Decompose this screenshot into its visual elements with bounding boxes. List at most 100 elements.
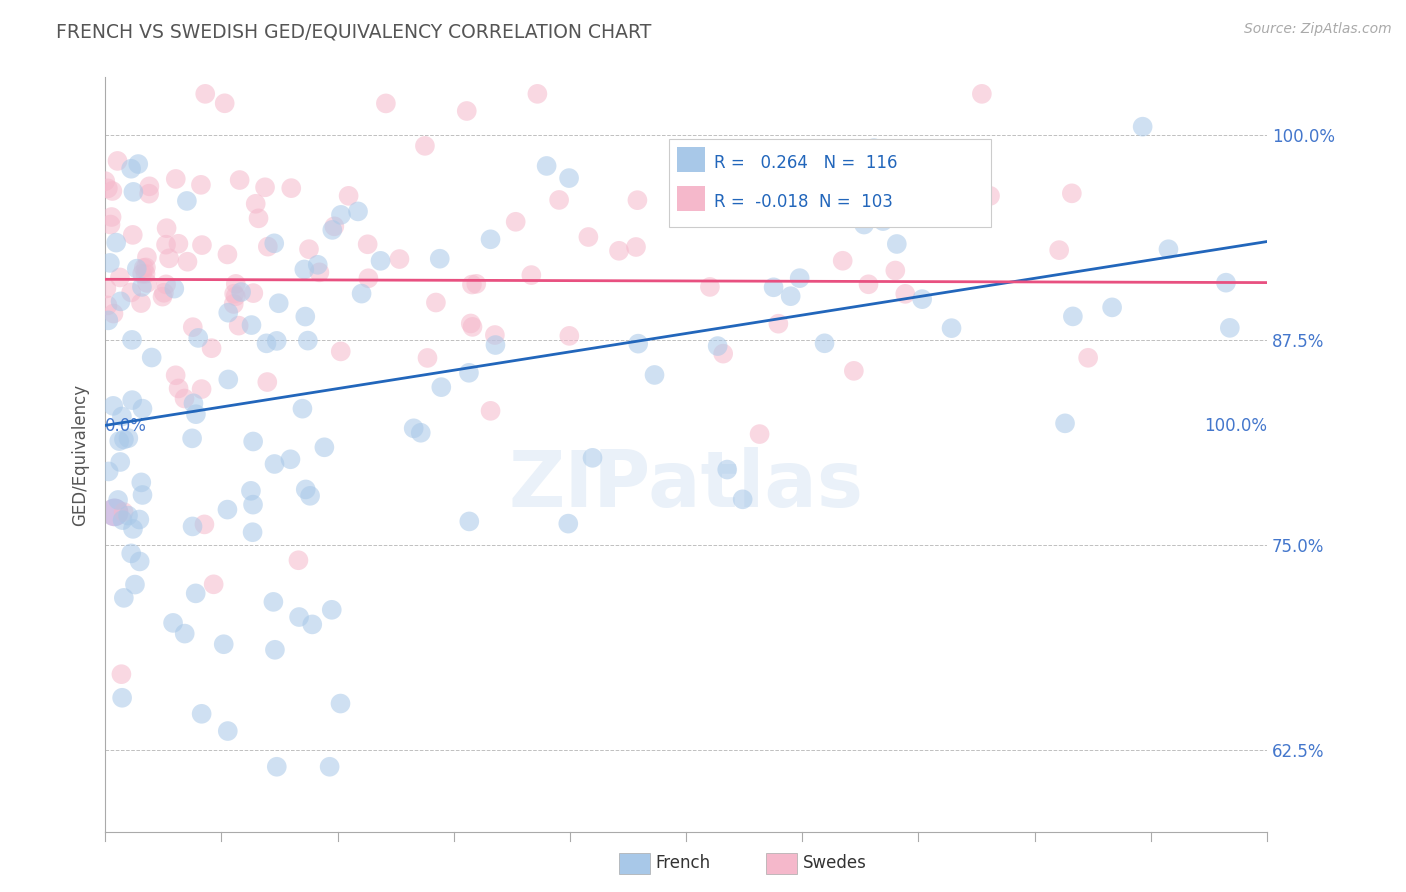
Point <box>121 393 143 408</box>
Text: Swedes: Swedes <box>803 855 866 872</box>
Point <box>217 502 239 516</box>
Point <box>214 96 236 111</box>
Point <box>117 431 139 445</box>
Point <box>135 260 157 275</box>
Point <box>762 280 785 294</box>
Point <box>350 286 373 301</box>
Point <box>789 271 811 285</box>
Point <box>1062 310 1084 324</box>
Point <box>111 409 134 424</box>
Point <box>374 96 396 111</box>
Point <box>103 307 125 321</box>
Text: R =   0.264   N =  116: R = 0.264 N = 116 <box>714 153 897 171</box>
Point <box>557 516 579 531</box>
Point <box>813 336 835 351</box>
Point <box>176 194 198 208</box>
Point <box>110 455 132 469</box>
Point <box>858 277 880 292</box>
Point <box>430 380 453 394</box>
Point <box>479 404 502 418</box>
Point <box>297 334 319 348</box>
Point <box>212 637 235 651</box>
Point <box>181 320 204 334</box>
Point <box>292 262 315 277</box>
Point <box>484 338 506 352</box>
Point <box>886 237 908 252</box>
Point <box>108 434 131 448</box>
Point <box>107 153 129 168</box>
Text: 100.0%: 100.0% <box>1204 417 1267 435</box>
Point <box>1060 186 1083 201</box>
Point <box>388 252 411 266</box>
Point <box>135 267 157 281</box>
Point <box>100 210 122 224</box>
Point <box>280 452 302 467</box>
Point <box>121 333 143 347</box>
Point <box>853 218 876 232</box>
Point <box>842 364 865 378</box>
Point <box>191 238 214 252</box>
Point <box>111 513 134 527</box>
Point <box>217 724 239 739</box>
Point <box>456 103 478 118</box>
Point <box>242 525 264 540</box>
Point <box>1157 242 1180 256</box>
Point <box>425 295 447 310</box>
Point <box>225 289 247 303</box>
Point <box>872 214 894 228</box>
Point <box>458 515 481 529</box>
Point <box>245 196 267 211</box>
Point <box>187 331 209 345</box>
Point <box>131 280 153 294</box>
Point <box>94 174 117 188</box>
Point <box>644 368 666 382</box>
Point <box>1077 351 1099 365</box>
Point <box>247 211 270 226</box>
Point <box>190 382 212 396</box>
Point <box>323 219 346 234</box>
Point <box>711 346 734 360</box>
Point <box>576 230 599 244</box>
Point <box>222 297 245 311</box>
Point <box>121 227 143 242</box>
Point <box>129 475 152 490</box>
Point <box>138 179 160 194</box>
Point <box>181 431 204 445</box>
Point <box>307 258 329 272</box>
Point <box>429 252 451 266</box>
Point <box>112 591 135 605</box>
Point <box>152 290 174 304</box>
Point <box>287 553 309 567</box>
Point <box>321 603 343 617</box>
Point <box>125 261 148 276</box>
Point <box>357 271 380 285</box>
Point <box>321 223 343 237</box>
Point <box>167 381 190 395</box>
Point <box>97 313 120 327</box>
Point <box>108 270 131 285</box>
Point <box>128 512 150 526</box>
Point <box>520 268 543 282</box>
Point <box>101 184 124 198</box>
Point <box>256 375 278 389</box>
Point <box>479 232 502 246</box>
Point <box>409 425 432 440</box>
Point <box>173 392 195 406</box>
Point <box>1101 301 1123 315</box>
Point <box>716 462 738 476</box>
Point <box>131 401 153 416</box>
Point <box>894 286 917 301</box>
Point <box>288 610 311 624</box>
Point <box>413 139 436 153</box>
Point <box>202 577 225 591</box>
Point <box>136 276 159 290</box>
Point <box>167 236 190 251</box>
Point <box>266 760 288 774</box>
Point <box>98 256 121 270</box>
Point <box>155 277 177 292</box>
Point <box>681 195 703 210</box>
Point <box>229 285 252 299</box>
Point <box>262 595 284 609</box>
Point <box>112 433 135 447</box>
Point <box>112 505 135 519</box>
